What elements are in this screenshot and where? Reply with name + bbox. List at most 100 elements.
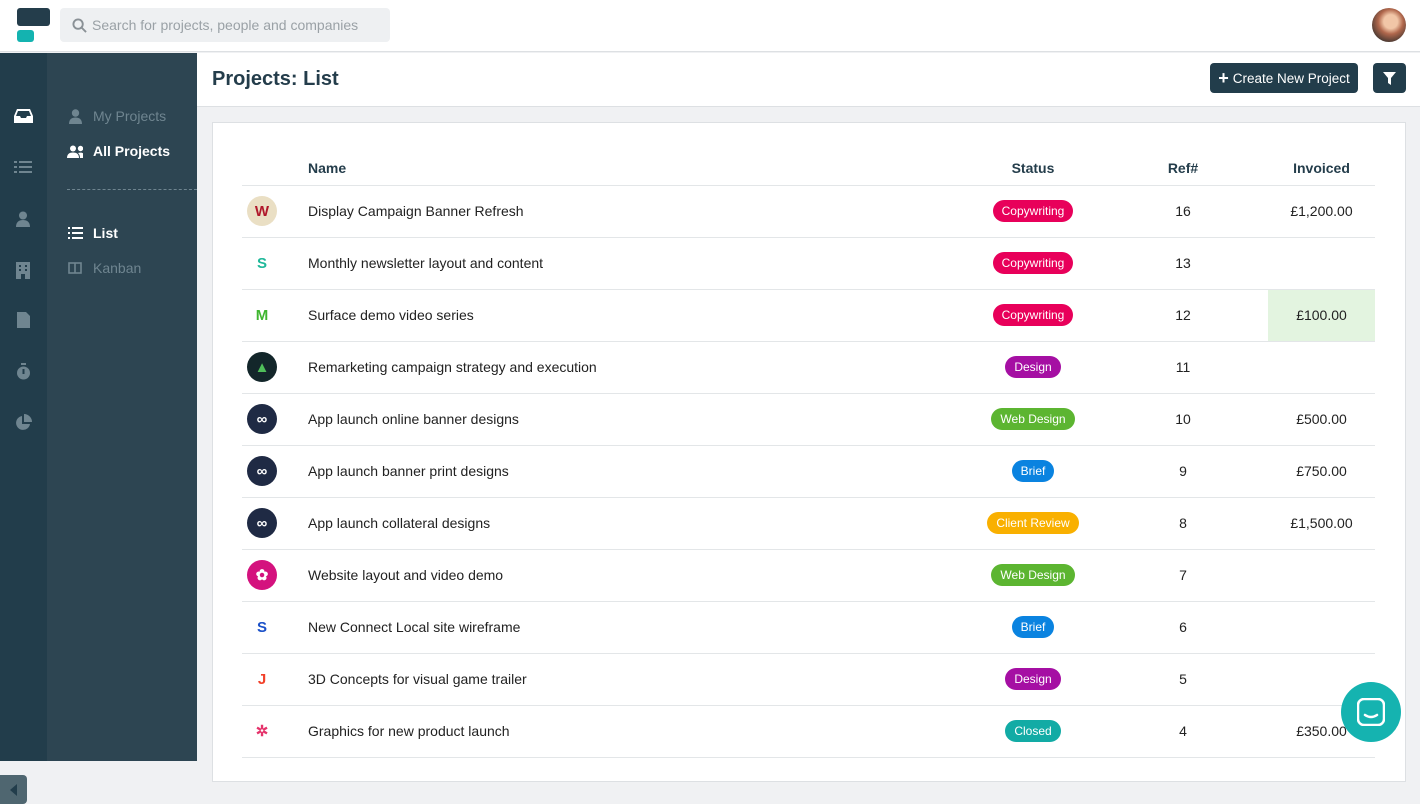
table-row[interactable]: ∞ App launch online banner designs Web D… (242, 393, 1375, 446)
status-cell: Copywriting (968, 185, 1098, 238)
project-logo: W (247, 196, 277, 226)
invoiced-amount (1268, 341, 1375, 394)
invoiced-amount: £1,200.00 (1268, 185, 1375, 238)
status-badge: Closed (1005, 720, 1061, 742)
status-cell: Web Design (968, 393, 1098, 446)
chat-icon (1357, 698, 1385, 726)
invoiced-amount (1268, 601, 1375, 654)
project-name[interactable]: 3D Concepts for visual game trailer (308, 653, 968, 706)
table-row[interactable]: M Surface demo video series Copywriting … (242, 289, 1375, 342)
project-name[interactable]: App launch collateral designs (308, 497, 968, 550)
status-cell: Copywriting (968, 289, 1098, 342)
logo-cell: S (242, 237, 308, 290)
status-badge: Web Design (991, 564, 1075, 586)
status-cell: Brief (968, 601, 1098, 654)
table-row[interactable]: ∞ App launch collateral designs Client R… (242, 497, 1375, 550)
sidebar-item-list[interactable]: List (67, 225, 118, 241)
table-row[interactable]: ✿ Website layout and video demo Web Desi… (242, 549, 1375, 602)
reports-pie-icon[interactable] (13, 412, 33, 432)
status-cell: Web Design (968, 549, 1098, 602)
icon-rail (0, 53, 47, 804)
projects-sidebar: My Projects All Projects List Kanban (47, 53, 197, 761)
search-placeholder: Search for projects, people and companie… (92, 17, 359, 33)
project-name[interactable]: App launch online banner designs (308, 393, 968, 446)
projects-table: Name Status Ref# Invoiced W Display Camp… (242, 151, 1375, 758)
table-row[interactable]: S Monthly newsletter layout and content … (242, 237, 1375, 290)
projects-table-card: Name Status Ref# Invoiced W Display Camp… (212, 122, 1406, 782)
create-new-project-button[interactable]: + Create New Project (1210, 63, 1358, 93)
caret-left-icon (9, 783, 17, 796)
project-logo: M (247, 300, 277, 330)
project-name[interactable]: App launch banner print designs (308, 445, 968, 498)
project-name[interactable]: Monthly newsletter layout and content (308, 237, 968, 290)
document-icon[interactable] (13, 310, 33, 330)
collapse-sidebar-button[interactable] (0, 775, 27, 804)
contacts-icon[interactable] (13, 209, 33, 229)
status-cell: Brief (968, 445, 1098, 498)
status-badge: Design (1005, 668, 1061, 690)
logo-cell: J (242, 653, 308, 706)
ref-number: 5 (1098, 653, 1268, 706)
page-header: Projects: List + Create New Project (197, 53, 1420, 107)
invoiced-amount: £1,500.00 (1268, 497, 1375, 550)
sidebar-item-label: List (93, 225, 118, 241)
project-logo: J (247, 664, 277, 694)
project-logo: ∞ (247, 404, 277, 434)
column-header-logo (242, 151, 308, 186)
user-avatar[interactable] (1372, 8, 1406, 42)
invoiced-amount: £750.00 (1268, 445, 1375, 498)
tasks-list-icon[interactable] (13, 157, 33, 177)
table-row[interactable]: S New Connect Local site wireframe Brief… (242, 601, 1375, 654)
logo-cell: S (242, 601, 308, 654)
top-bar: Search for projects, people and companie… (0, 0, 1420, 52)
project-name[interactable]: Surface demo video series (308, 289, 968, 342)
status-badge: Web Design (991, 408, 1075, 430)
project-logo: S (247, 248, 277, 278)
project-name[interactable]: Remarketing campaign strategy and execut… (308, 341, 968, 394)
column-header-invoiced[interactable]: Invoiced (1268, 151, 1375, 186)
sidebar-item-all-projects[interactable]: All Projects (67, 143, 170, 159)
status-badge: Copywriting (992, 304, 1074, 326)
table-row[interactable]: ∞ App launch banner print designs Brief … (242, 445, 1375, 498)
status-badge: Client Review (987, 512, 1079, 534)
filter-button[interactable] (1373, 63, 1406, 93)
project-logo: ▲ (247, 352, 277, 382)
project-name[interactable]: Display Campaign Banner Refresh (308, 185, 968, 238)
column-header-ref[interactable]: Ref# (1098, 151, 1268, 186)
logo-cell: ✲ (242, 705, 308, 758)
column-header-status[interactable]: Status (968, 151, 1098, 186)
table-row[interactable]: J 3D Concepts for visual game trailer De… (242, 653, 1375, 706)
table-row[interactable]: ✲ Graphics for new product launch Closed… (242, 705, 1375, 758)
column-header-name[interactable]: Name (308, 151, 968, 186)
table-row[interactable]: W Display Campaign Banner Refresh Copywr… (242, 185, 1375, 238)
sidebar-item-label: Kanban (93, 260, 142, 276)
inbox-icon[interactable] (13, 106, 33, 126)
ref-number: 6 (1098, 601, 1268, 654)
project-logo: S (247, 612, 277, 642)
sidebar-item-my-projects[interactable]: My Projects (67, 108, 166, 124)
chat-launcher-button[interactable] (1341, 682, 1401, 742)
status-badge: Copywriting (992, 252, 1074, 274)
user-icon (67, 108, 83, 124)
project-name[interactable]: New Connect Local site wireframe (308, 601, 968, 654)
companies-icon[interactable] (13, 260, 33, 280)
project-logo: ∞ (247, 508, 277, 538)
status-badge: Brief (1011, 616, 1055, 638)
timer-icon[interactable] (13, 361, 33, 381)
ref-number: 10 (1098, 393, 1268, 446)
logo-cell: W (242, 185, 308, 238)
status-badge: Brief (1011, 460, 1055, 482)
logo-cell: M (242, 289, 308, 342)
search-input[interactable]: Search for projects, people and companie… (60, 8, 390, 42)
invoiced-amount (1268, 549, 1375, 602)
project-name[interactable]: Website layout and video demo (308, 549, 968, 602)
project-name[interactable]: Graphics for new product launch (308, 705, 968, 758)
create-label: Create New Project (1232, 70, 1350, 86)
table-row[interactable]: ▲ Remarketing campaign strategy and exec… (242, 341, 1375, 394)
status-cell: Design (968, 653, 1098, 706)
search-icon (72, 17, 87, 33)
sidebar-divider (67, 189, 197, 190)
ref-number: 8 (1098, 497, 1268, 550)
logo-cell: ∞ (242, 445, 308, 498)
sidebar-item-kanban[interactable]: Kanban (67, 260, 141, 276)
